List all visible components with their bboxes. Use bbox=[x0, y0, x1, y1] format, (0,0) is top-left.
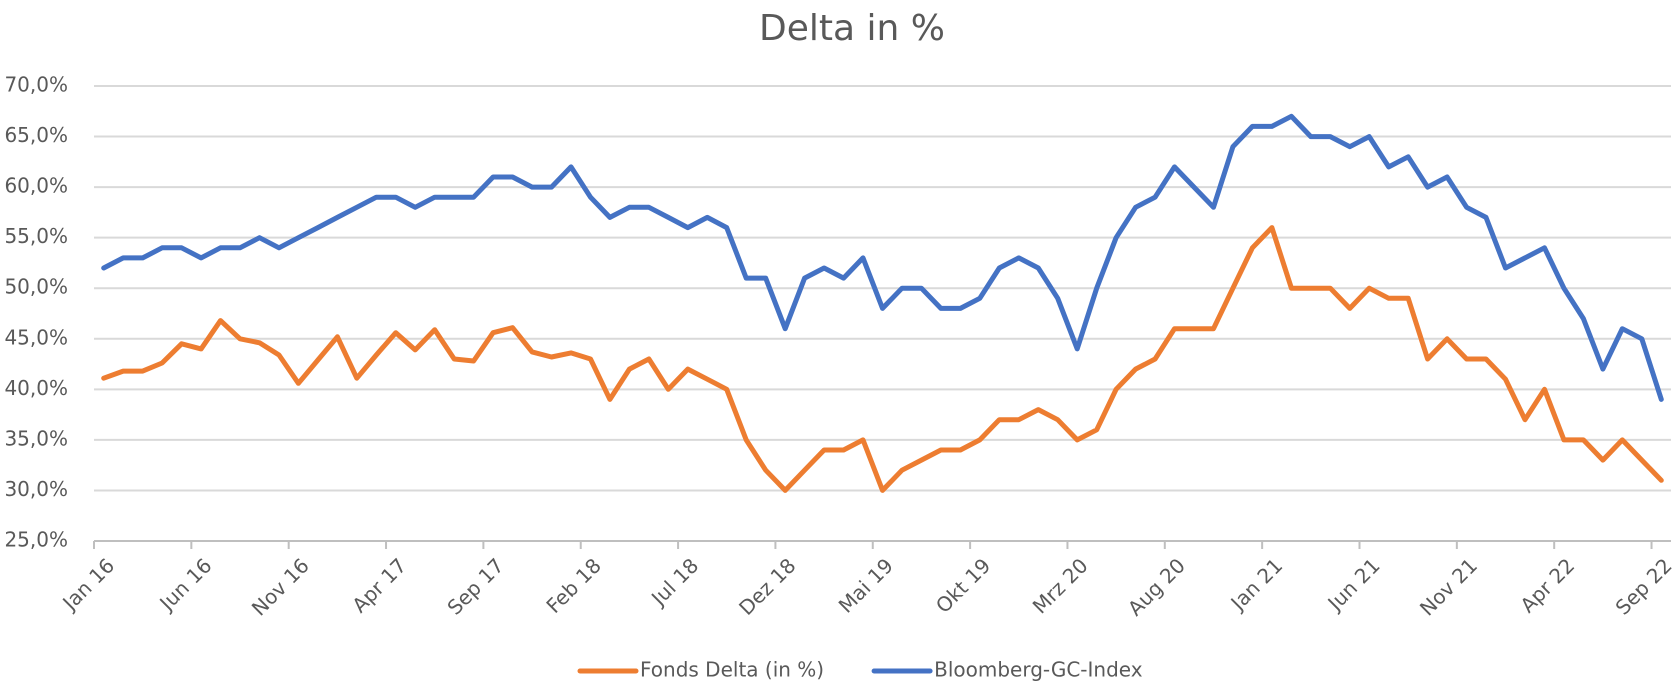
x-tick-label: Jul 18 bbox=[645, 553, 703, 611]
x-tick-label: Aug 20 bbox=[1123, 553, 1190, 620]
series-line bbox=[101, 113, 1664, 402]
x-tick-label: Nov 16 bbox=[247, 553, 314, 620]
y-tick-label: 60,0% bbox=[4, 174, 68, 198]
y-tick-label: 45,0% bbox=[4, 325, 68, 349]
x-tick-label: Jun 21 bbox=[1322, 553, 1385, 616]
y-tick-label: 65,0% bbox=[4, 123, 68, 147]
chart-title: Delta in % bbox=[759, 8, 945, 49]
y-tick-label: 25,0% bbox=[4, 528, 68, 552]
x-tick-label: Apr 22 bbox=[1515, 553, 1579, 617]
y-tick-label: 55,0% bbox=[4, 224, 68, 248]
x-tick-label: Jan 21 bbox=[1225, 553, 1288, 616]
y-tick-label: 35,0% bbox=[4, 426, 68, 450]
x-tick-label: Mai 19 bbox=[834, 553, 898, 617]
x-tick-label: Nov 21 bbox=[1415, 553, 1482, 620]
x-tick-label: Feb 18 bbox=[541, 553, 606, 618]
x-tick-label: Jan 16 bbox=[56, 553, 119, 616]
x-tick-label: Jun 16 bbox=[154, 553, 217, 616]
legend-label: Fonds Delta (in %) bbox=[640, 658, 824, 682]
y-tick-label: 30,0% bbox=[4, 477, 68, 501]
x-tick-label: Apr 17 bbox=[347, 553, 411, 617]
y-tick-label: 40,0% bbox=[4, 376, 68, 400]
x-tick-label: Mrz 20 bbox=[1028, 553, 1093, 618]
series-line bbox=[101, 225, 1664, 493]
x-tick-label: Okt 19 bbox=[931, 553, 995, 617]
y-tick-label: 50,0% bbox=[4, 275, 68, 299]
x-tick-label: Sep 17 bbox=[442, 553, 508, 619]
legend-label: Bloomberg-GC-Index bbox=[934, 658, 1143, 682]
x-tick-label: Dez 18 bbox=[734, 553, 800, 619]
x-tick-label: Sep 22 bbox=[1611, 553, 1677, 619]
y-tick-label: 70,0% bbox=[4, 73, 68, 97]
